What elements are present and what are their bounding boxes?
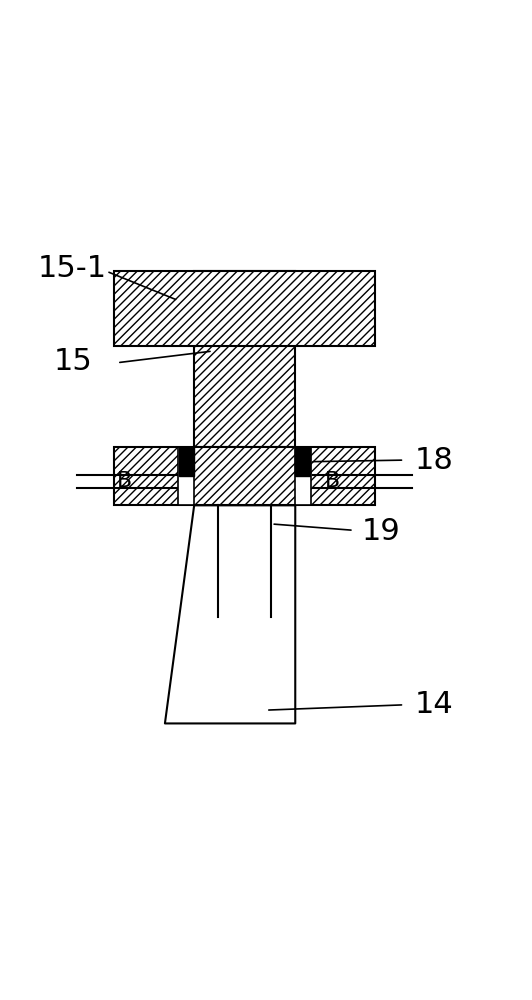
Text: 18: 18 [415, 446, 454, 475]
Text: B: B [325, 471, 340, 491]
Bar [194, 271, 295, 447]
Text: B: B [117, 471, 132, 491]
Bar [295, 447, 310, 476]
Bar [114, 271, 375, 346]
Text: 14: 14 [415, 690, 454, 719]
Bar [178, 447, 194, 505]
Bar [114, 447, 375, 505]
Text: 15-1: 15-1 [37, 254, 106, 283]
Text: 15: 15 [53, 347, 92, 376]
Text: 19: 19 [362, 517, 401, 546]
Bar [179, 447, 194, 476]
Bar [295, 447, 311, 505]
